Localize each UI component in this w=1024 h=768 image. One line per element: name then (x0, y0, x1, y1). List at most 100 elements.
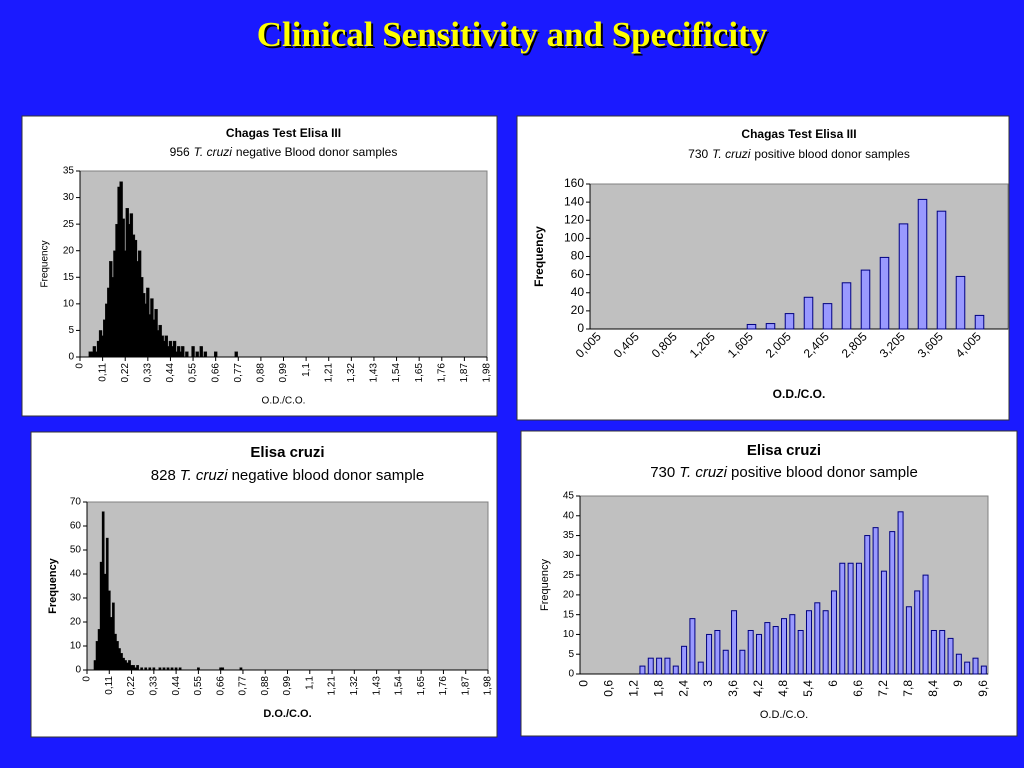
y-tick-label: 20 (70, 617, 82, 628)
x-tick-label: 7,8 (901, 680, 915, 697)
x-tick-label: 9 (951, 680, 965, 687)
x-tick-label: 7,2 (876, 680, 890, 697)
x-tick-label: 1,54 (391, 363, 402, 383)
bar (879, 256, 890, 330)
bar (855, 562, 862, 675)
bar (898, 223, 909, 330)
x-axis-label: O.D./C.O. (760, 709, 808, 721)
x-tick-label: 0,33 (142, 363, 153, 383)
x-tick-label: 0,22 (126, 676, 137, 696)
x-tick-label: 0 (82, 676, 93, 682)
bar (234, 351, 238, 358)
x-tick-label: 1,43 (371, 676, 382, 696)
y-tick-label: 25 (63, 219, 75, 230)
y-tick-label: 160 (564, 176, 584, 190)
x-tick-label: 1,87 (460, 676, 471, 696)
x-tick-label: 1,98 (483, 676, 494, 696)
bar (195, 351, 199, 358)
y-tick-label: 30 (63, 192, 75, 203)
x-tick-label: 0,66 (210, 363, 221, 383)
subtitle-part: negative blood donor sample (232, 467, 425, 484)
subtitle-part: T. cruzi (712, 147, 751, 161)
x-tick-label: 1,98 (482, 363, 493, 383)
bar (905, 606, 912, 675)
bar (939, 629, 946, 675)
chart-subtitle: 730 T. cruzi positive blood donor samples (688, 147, 910, 161)
bar (784, 313, 795, 330)
x-tick-label: 0,55 (193, 676, 204, 696)
x-tick-label: 1,43 (369, 363, 380, 383)
x-axis-label: D.O./C.O. (263, 708, 311, 720)
y-tick-label: 45 (563, 491, 575, 502)
bar (964, 661, 971, 675)
x-tick-label: 4,8 (776, 680, 790, 697)
bar (822, 303, 833, 330)
subtitle-part: 828 (151, 467, 176, 484)
y-tick-label: 5 (568, 649, 574, 660)
x-tick-label: 1,2 (626, 680, 640, 697)
y-tick-label: 100 (564, 231, 584, 245)
x-tick-label: 0,55 (188, 363, 199, 383)
bar (706, 633, 713, 675)
bar (203, 351, 208, 358)
chart-subtitle: 956 T. cruzi negative Blood donor samples (170, 145, 398, 159)
x-tick-label: 0 (75, 363, 86, 369)
bar (841, 282, 852, 330)
chart-title: Chagas Test Elisa III (226, 126, 341, 140)
x-tick-label: 0 (576, 680, 590, 687)
x-tick-label: 0,33 (148, 676, 159, 696)
x-tick-label: 3,6 (726, 680, 740, 697)
bar (897, 511, 904, 675)
bar (864, 535, 871, 675)
y-tick-label: 20 (563, 590, 575, 601)
bar (140, 667, 144, 671)
y-tick-label: 20 (571, 303, 585, 317)
y-tick-label: 25 (563, 570, 575, 581)
bar (917, 198, 928, 330)
x-tick-label: 4,2 (751, 680, 765, 697)
y-tick-label: 60 (70, 521, 82, 532)
x-tick-label: 1,65 (414, 363, 425, 383)
y-tick-label: 40 (571, 285, 585, 299)
subtitle-part: positive blood donor samples (754, 147, 909, 161)
y-tick-label: 40 (70, 569, 82, 580)
x-tick-label: 1,1 (304, 676, 315, 690)
y-tick-label: 50 (70, 545, 82, 556)
bar (814, 602, 821, 675)
x-tick-label: 0,44 (171, 676, 182, 696)
bar (880, 570, 887, 675)
plot-area (86, 501, 489, 671)
subtitle-part: T. cruzi (679, 464, 727, 481)
y-tick-label: 120 (564, 212, 584, 226)
x-tick-label: 1,65 (416, 676, 427, 696)
bar (664, 657, 671, 675)
bar (830, 590, 837, 675)
bar (797, 629, 804, 675)
y-tick-label: 70 (70, 497, 82, 508)
bar (847, 562, 854, 675)
bar (747, 629, 754, 675)
bar (972, 657, 979, 675)
bar (839, 562, 846, 675)
y-tick-label: 60 (571, 267, 585, 281)
bar (162, 667, 166, 671)
y-tick-label: 15 (563, 609, 575, 620)
x-tick-label: 1,21 (327, 676, 338, 696)
bar (739, 649, 746, 675)
y-tick-label: 35 (563, 530, 575, 541)
bar (178, 667, 182, 671)
x-tick-label: 3 (701, 680, 715, 687)
y-tick-label: 10 (563, 629, 575, 640)
bar (772, 626, 779, 675)
y-tick-label: 30 (563, 550, 575, 561)
bar (136, 665, 139, 671)
bar (974, 314, 985, 330)
y-tick-label: 0 (75, 665, 81, 676)
x-tick-label: 1,32 (349, 676, 360, 696)
subtitle-part: 956 (170, 145, 190, 159)
bar (789, 614, 796, 675)
bar (746, 323, 757, 330)
y-axis-label: Frequency (40, 240, 51, 287)
